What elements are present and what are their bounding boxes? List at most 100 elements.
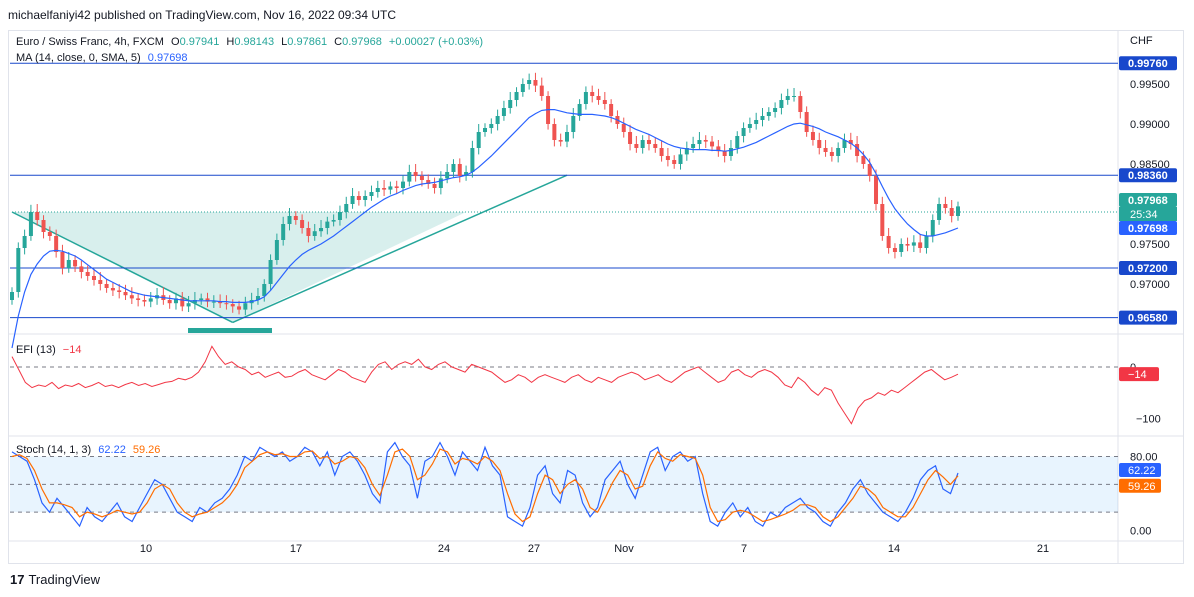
- candle-body: [337, 212, 342, 220]
- candle-body: [533, 80, 538, 86]
- main-legend: Euro / Swiss Franc, 4h, FXCM O0.97941 H0…: [16, 36, 487, 48]
- candle-body: [855, 144, 860, 156]
- candle-body: [949, 208, 954, 216]
- candle-body: [426, 180, 431, 184]
- candle-body: [293, 216, 298, 220]
- candle-body: [186, 303, 191, 307]
- candle-body: [167, 300, 172, 304]
- candle-body: [451, 164, 456, 172]
- close-value: 0.97968: [342, 36, 382, 48]
- level-price-tag-bg: [1119, 56, 1177, 71]
- candle-body: [495, 116, 500, 124]
- candle-body: [716, 146, 721, 152]
- candle-body: [35, 212, 40, 220]
- tradingview-logo-icon: 17: [10, 572, 25, 587]
- candle-body: [646, 140, 651, 144]
- stoch-tick-label: 0.00: [1130, 526, 1151, 538]
- currency-label: CHF: [1130, 35, 1153, 47]
- candle-body: [880, 204, 885, 236]
- candle-body: [621, 124, 626, 132]
- candle-body: [281, 224, 286, 240]
- candle-body: [747, 124, 752, 128]
- candle-body: [470, 148, 475, 172]
- candle-body: [306, 228, 311, 236]
- time-tick-label: 27: [528, 543, 540, 555]
- candle-body: [110, 288, 115, 291]
- change-value: +0.00027 (+0.03%): [388, 36, 484, 48]
- candle-body: [10, 292, 14, 300]
- candle-body: [123, 292, 128, 296]
- ma-price-tag: 0.97698: [1128, 223, 1168, 235]
- time-tick-label: Nov: [614, 543, 634, 555]
- stoch-d-tag: 59.26: [1128, 481, 1156, 493]
- ma-label: MA (14, close, 0, SMA, 5): [16, 52, 141, 64]
- pattern-base-bar: [188, 328, 272, 333]
- candle-body: [886, 236, 891, 248]
- tradingview-branding[interactable]: 17 TradingView: [10, 572, 100, 587]
- low-label: L: [281, 36, 288, 48]
- candle-body: [173, 298, 178, 304]
- candle-body: [464, 172, 469, 176]
- level-price-tag-bg: [1119, 261, 1177, 275]
- candle-body: [741, 128, 746, 136]
- candle-body: [760, 116, 765, 120]
- candle-body: [728, 148, 733, 156]
- candle-body: [798, 96, 803, 112]
- candle-body: [350, 196, 355, 204]
- efi-current-tag: −14: [1128, 369, 1147, 381]
- candle-body: [483, 128, 487, 132]
- countdown-label: 25:34: [1130, 209, 1158, 221]
- stoch-k-tag-bg: [1119, 463, 1161, 478]
- candle-body: [22, 236, 27, 248]
- candle-body: [943, 204, 948, 208]
- candle-body: [98, 280, 103, 284]
- candle-body: [47, 232, 52, 236]
- candle-body: [659, 148, 664, 156]
- wedge-fill: [12, 212, 467, 323]
- efi-current-tag-bg: [1119, 367, 1159, 382]
- stoch-k-value: 62.22: [98, 444, 126, 456]
- candle-body: [501, 108, 506, 116]
- candle-body: [766, 112, 771, 116]
- efi-value: −14: [62, 344, 82, 356]
- low-value: 0.97861: [287, 36, 328, 48]
- candle-body: [918, 242, 923, 248]
- candle-body: [375, 188, 380, 192]
- price-tick-label: 0.97000: [1130, 279, 1170, 291]
- candle-body: [640, 140, 645, 148]
- candle-body: [810, 132, 815, 140]
- candle-body: [609, 104, 614, 116]
- candle-body: [262, 284, 267, 296]
- candle-body: [539, 85, 544, 96]
- efi-label: EFI (13): [16, 344, 56, 356]
- candle-body: [596, 96, 601, 100]
- candle-body: [489, 124, 494, 128]
- chart-frame: [8, 30, 1184, 564]
- candle-body: [754, 120, 759, 124]
- candle-body: [369, 192, 374, 196]
- candle-body: [792, 96, 797, 97]
- candle-body: [255, 296, 260, 300]
- stoch-d-tag-bg: [1119, 478, 1161, 493]
- close-label: C: [334, 36, 343, 48]
- symbol-label: Euro / Swiss Franc, 4h, FXCM: [16, 36, 164, 48]
- ma-legend: MA (14, close, 0, SMA, 5) 0.97698: [16, 52, 192, 64]
- candle-body: [230, 304, 235, 307]
- time-tick-label: 21: [1037, 543, 1049, 555]
- open-value: 0.97941: [179, 36, 220, 48]
- candle-body: [129, 295, 134, 299]
- candle-body: [205, 298, 210, 302]
- candle-body: [325, 221, 330, 228]
- candle-body: [735, 136, 740, 148]
- candle-body: [571, 116, 576, 132]
- time-tick-label: 17: [290, 543, 302, 555]
- efi-tick-label: −100: [1136, 414, 1161, 426]
- countdown-bg: [1119, 207, 1177, 221]
- candle-body: [344, 204, 349, 212]
- candle-body: [243, 303, 248, 310]
- candle-body: [861, 156, 866, 164]
- candle-body: [634, 144, 639, 148]
- stoch-tick-label: 80.00: [1130, 452, 1158, 464]
- candle-body: [73, 260, 78, 267]
